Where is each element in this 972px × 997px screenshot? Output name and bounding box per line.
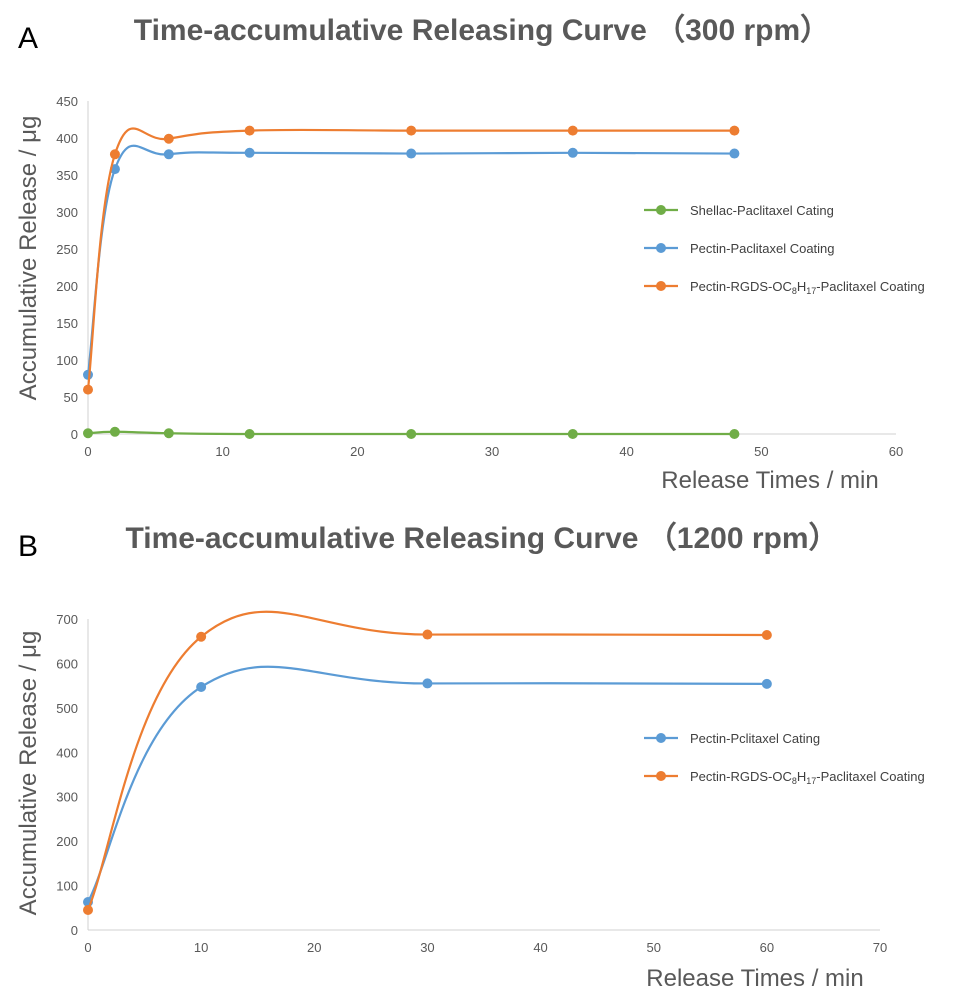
y-tick-label: 400 (56, 131, 78, 146)
series-line (87, 430, 735, 436)
data-point (244, 429, 255, 439)
data-point (196, 681, 207, 692)
legend-label: Shellac-Paclitaxel Cating (690, 203, 834, 218)
series-line (86, 127, 735, 390)
chart-panel-b: B Time-accumulative Releasing Curve （1200… (0, 500, 972, 997)
y-tick-label: 700 (56, 612, 78, 627)
chart-b-svg: B Time-accumulative Releasing Curve （1200… (15, 521, 925, 992)
panel-label-a: A (18, 22, 38, 55)
y-tick-label: 350 (56, 168, 78, 183)
x-tick-label: 60 (760, 940, 774, 955)
data-point (83, 369, 93, 380)
series-line (86, 610, 767, 911)
data-point (83, 905, 93, 916)
x-tick-label: 20 (307, 940, 321, 955)
legend-swatch-marker (656, 205, 666, 215)
x-tick-label: 40 (619, 444, 633, 459)
data-point (729, 125, 740, 136)
y-tick-label: 150 (56, 316, 78, 331)
x-axis-label: Release Times / min (646, 965, 863, 992)
x-tick-label: 30 (420, 940, 434, 955)
data-point (567, 147, 578, 158)
legend-swatch-marker (656, 243, 666, 253)
legend-swatch-marker (656, 281, 666, 291)
y-tick-label: 300 (56, 790, 78, 805)
data-point (109, 149, 120, 160)
y-tick-label: 450 (56, 94, 78, 109)
x-tick-label: 20 (350, 444, 364, 459)
x-tick-label: 40 (533, 940, 547, 955)
legend-label: Pectin-RGDS-OC8H17-Paclitaxel Coating (690, 769, 925, 786)
y-tick-label: 0 (71, 923, 78, 938)
x-tick-label: 0 (84, 444, 91, 459)
data-point (761, 678, 772, 689)
x-tick-label: 0 (84, 940, 91, 955)
data-point (406, 429, 417, 439)
y-tick-label: 200 (56, 834, 78, 849)
data-point (567, 429, 578, 439)
y-tick-label: 0 (71, 427, 78, 442)
data-point (163, 428, 174, 439)
legend-swatch-marker (656, 771, 666, 781)
data-point (244, 125, 255, 136)
legend-label: Pectin-Paclitaxel Coating (690, 241, 835, 256)
data-point (729, 148, 740, 159)
legend-label: Pectin-RGDS-OC8H17-Paclitaxel Coating (690, 279, 925, 296)
data-point (83, 384, 93, 395)
data-point (109, 426, 120, 437)
panel-label-b: B (18, 530, 38, 563)
data-point (406, 148, 417, 159)
data-point (422, 629, 433, 640)
x-tick-label: 10 (215, 444, 229, 459)
data-point (567, 125, 578, 136)
chart-panel-a: A Time-accumulative Releasing Curve （300 … (15, 13, 925, 494)
chart-a-svg: A Time-accumulative Releasing Curve （300 … (15, 13, 925, 494)
series-line (86, 144, 735, 375)
data-point (729, 429, 740, 439)
y-tick-label: 100 (56, 879, 78, 894)
y-axis-label: Accumulative Release / μg (15, 116, 42, 401)
data-point (761, 629, 772, 640)
x-tick-label: 70 (873, 940, 887, 955)
data-point (196, 631, 207, 642)
x-axis-label: Release Times / min (661, 467, 878, 494)
y-tick-label: 300 (56, 205, 78, 220)
x-tick-label: 60 (889, 444, 903, 459)
y-tick-label: 250 (56, 242, 78, 257)
x-tick-label: 50 (754, 444, 768, 459)
data-point (163, 149, 174, 160)
y-tick-label: 600 (56, 656, 78, 671)
y-tick-label: 50 (64, 390, 78, 405)
data-point (163, 133, 174, 144)
legend-label: Pectin-Pclitaxel Cating (690, 731, 820, 746)
series-line (87, 665, 767, 903)
data-point (244, 147, 255, 158)
data-point (422, 678, 433, 689)
x-tick-label: 30 (485, 444, 499, 459)
data-point (406, 125, 417, 136)
y-tick-label: 100 (56, 353, 78, 368)
y-tick-label: 500 (56, 701, 78, 716)
chart-title-a: Time-accumulative Releasing Curve （300 r… (134, 13, 830, 47)
x-tick-label: 50 (646, 940, 660, 955)
y-tick-label: 400 (56, 745, 78, 760)
chart-title-b: Time-accumulative Releasing Curve （1200 … (125, 521, 838, 555)
y-tick-label: 200 (56, 279, 78, 294)
x-tick-label: 10 (194, 940, 208, 955)
y-axis-label: Accumulative Release / μg (15, 631, 42, 916)
legend-swatch-marker (656, 733, 666, 743)
data-point (83, 428, 93, 439)
